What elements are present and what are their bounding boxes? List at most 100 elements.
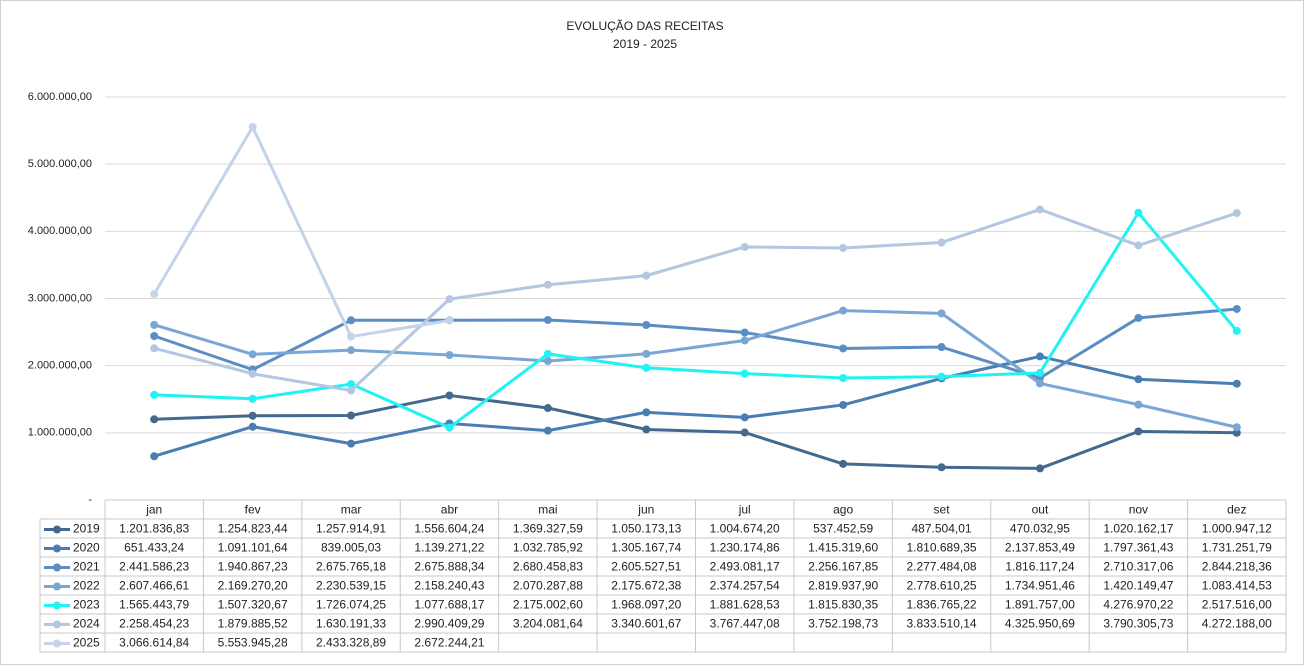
point bbox=[839, 459, 848, 468]
y-tick-label: 3.000.000,00 bbox=[28, 292, 92, 304]
table-cell: 4.272.188,00 bbox=[1202, 617, 1272, 631]
table-cell: 4.325.950,69 bbox=[1005, 617, 1075, 631]
table-cell: 1.254.823,44 bbox=[218, 522, 288, 536]
table-cell: 2.070.287,88 bbox=[513, 579, 583, 593]
point bbox=[740, 336, 749, 345]
table-cell: 5.553.945,28 bbox=[218, 636, 288, 650]
table-cell: 1.415.319,60 bbox=[808, 541, 878, 555]
table-cell: 2.258.454,23 bbox=[119, 617, 189, 631]
legend-label: 2025 bbox=[73, 636, 100, 650]
table-cell: 2.778.610,25 bbox=[907, 579, 977, 593]
point bbox=[347, 316, 356, 325]
point bbox=[839, 243, 848, 252]
table-cell: 1.726.074,25 bbox=[316, 598, 386, 612]
point bbox=[347, 411, 356, 420]
point bbox=[248, 394, 257, 403]
y-tick-label: - bbox=[88, 494, 92, 506]
point bbox=[543, 280, 552, 289]
point bbox=[248, 122, 257, 131]
table-cell: 2.517.516,00 bbox=[1202, 598, 1272, 612]
legend-label: 2022 bbox=[73, 579, 100, 593]
legend-label: 2019 bbox=[73, 522, 100, 536]
point bbox=[937, 309, 946, 318]
legend-marker bbox=[53, 639, 61, 648]
table-cell: 1.836.765,22 bbox=[907, 598, 977, 612]
table-cell: 1.305.167,74 bbox=[611, 541, 681, 555]
point bbox=[1232, 209, 1241, 218]
point bbox=[1232, 423, 1241, 432]
point bbox=[150, 290, 159, 299]
legend-marker bbox=[53, 563, 61, 572]
point bbox=[937, 238, 946, 247]
table-cell: 3.204.081,64 bbox=[513, 617, 583, 631]
point bbox=[347, 386, 356, 395]
table-cell: 839.005,03 bbox=[321, 541, 381, 555]
table-cell: 3.752.198,73 bbox=[808, 617, 878, 631]
table-cell: 1.420.149,47 bbox=[1103, 579, 1173, 593]
table-cell: 1.032.785,92 bbox=[513, 541, 583, 555]
table-cell: 470.032,95 bbox=[1010, 522, 1070, 536]
table-cell: 1.020.162,17 bbox=[1103, 522, 1173, 536]
legend-marker bbox=[53, 601, 61, 610]
point bbox=[642, 320, 651, 329]
table-cell: 2.230.539,15 bbox=[316, 579, 386, 593]
point bbox=[248, 411, 257, 420]
table-cell: 2.710.317,06 bbox=[1103, 560, 1173, 574]
table-cell: 1.630.191,33 bbox=[316, 617, 386, 631]
table-cell: 3.833.510,14 bbox=[907, 617, 977, 631]
point bbox=[1035, 205, 1044, 214]
table-cell: 2.680.458,83 bbox=[513, 560, 583, 574]
point bbox=[1232, 326, 1241, 335]
point bbox=[839, 374, 848, 383]
point bbox=[347, 332, 356, 341]
table-cell: 537.452,59 bbox=[813, 522, 873, 536]
point bbox=[1232, 379, 1241, 388]
table-cell: 1.257.914,91 bbox=[316, 522, 386, 536]
table-cell: 2.672.244,21 bbox=[414, 636, 484, 650]
y-tick-label: 4.000.000,00 bbox=[28, 225, 92, 237]
table-cell: 3.340.601,67 bbox=[611, 617, 681, 631]
y-tick-label: 2.000.000,00 bbox=[28, 360, 92, 372]
series-line bbox=[153, 354, 1237, 458]
point bbox=[347, 346, 356, 355]
table-cell: 1.881.628,53 bbox=[710, 598, 780, 612]
table-cell: 1.083.414,53 bbox=[1202, 579, 1272, 593]
legend-marker bbox=[53, 620, 61, 629]
x-tick-label: dez bbox=[1227, 503, 1246, 517]
x-tick-label: jun bbox=[637, 503, 654, 517]
point bbox=[150, 320, 159, 329]
table-cell: 2.374.257,54 bbox=[710, 579, 780, 593]
point bbox=[347, 380, 356, 389]
table-cell: 4.276.970,22 bbox=[1103, 598, 1173, 612]
point bbox=[1134, 241, 1143, 250]
point bbox=[937, 372, 946, 381]
table-cell: 2.441.586,23 bbox=[119, 560, 189, 574]
point bbox=[150, 390, 159, 399]
table-cell: 2.137.853,49 bbox=[1005, 541, 1075, 555]
table-cell: 2.990.409,29 bbox=[414, 617, 484, 631]
point bbox=[1232, 428, 1241, 437]
point bbox=[1134, 375, 1143, 384]
legend-label: 2023 bbox=[73, 598, 100, 612]
point bbox=[1134, 313, 1143, 322]
chart-subtitle: 2019 - 2025 bbox=[613, 37, 677, 51]
series-line bbox=[152, 125, 450, 339]
table-cell: 1.139.271,22 bbox=[414, 541, 484, 555]
table-cell: 2.675.765,18 bbox=[316, 560, 386, 574]
point bbox=[543, 349, 552, 358]
point bbox=[445, 295, 454, 304]
point bbox=[1035, 464, 1044, 473]
point bbox=[248, 350, 257, 359]
legend-marker bbox=[53, 582, 61, 591]
table-cell: 2.169.270,20 bbox=[218, 579, 288, 593]
point bbox=[150, 332, 159, 341]
x-tick-label: jul bbox=[738, 503, 751, 517]
table-cell: 1.201.836,83 bbox=[119, 522, 189, 536]
point bbox=[1134, 400, 1143, 409]
table-cell: 1.968.097,20 bbox=[611, 598, 681, 612]
table-cell: 2.607.466,61 bbox=[119, 579, 189, 593]
table-cell: 1.050.173,13 bbox=[611, 522, 681, 536]
point bbox=[642, 363, 651, 372]
point bbox=[150, 344, 159, 353]
